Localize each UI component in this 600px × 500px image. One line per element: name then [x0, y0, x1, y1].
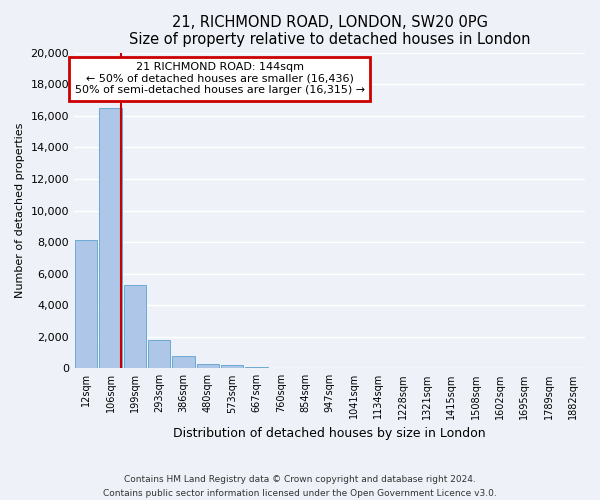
- Text: 21 RICHMOND ROAD: 144sqm
← 50% of detached houses are smaller (16,436)
50% of se: 21 RICHMOND ROAD: 144sqm ← 50% of detach…: [74, 62, 365, 96]
- Bar: [172, 356, 195, 368]
- Bar: [245, 366, 268, 368]
- Y-axis label: Number of detached properties: Number of detached properties: [15, 123, 25, 298]
- X-axis label: Distribution of detached houses by size in London: Distribution of detached houses by size …: [173, 427, 486, 440]
- Bar: [75, 240, 97, 368]
- Bar: [221, 365, 244, 368]
- Bar: [124, 284, 146, 368]
- Bar: [148, 340, 170, 368]
- Bar: [100, 108, 122, 368]
- Title: 21, RICHMOND ROAD, LONDON, SW20 0PG
Size of property relative to detached houses: 21, RICHMOND ROAD, LONDON, SW20 0PG Size…: [129, 15, 530, 48]
- Text: Contains HM Land Registry data © Crown copyright and database right 2024.
Contai: Contains HM Land Registry data © Crown c…: [103, 476, 497, 498]
- Bar: [197, 364, 219, 368]
